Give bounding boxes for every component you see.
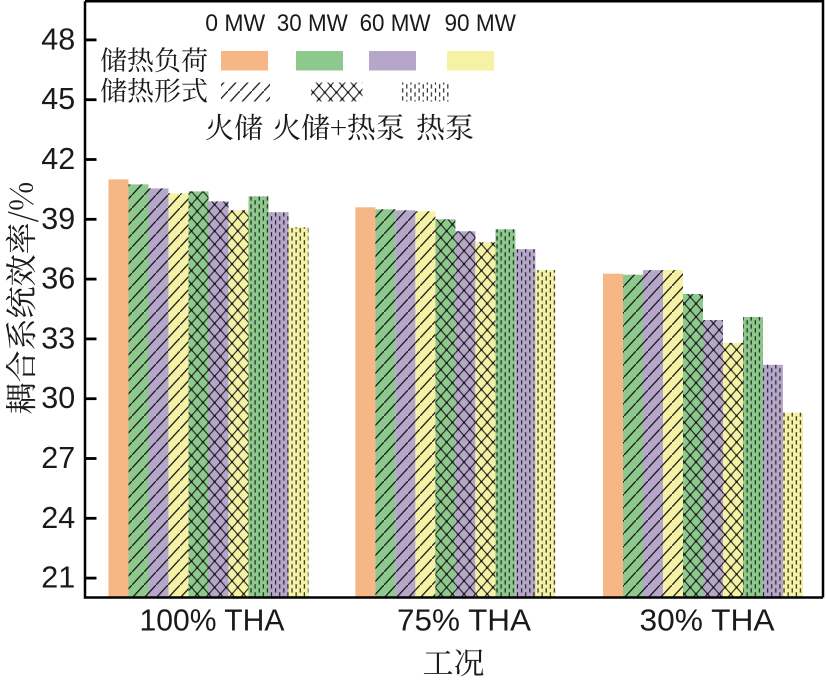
svg-text:100% THA: 100% THA bbox=[140, 603, 285, 638]
svg-text:21: 21 bbox=[41, 561, 75, 595]
svg-text:33: 33 bbox=[41, 321, 75, 355]
svg-text:30: 30 bbox=[41, 381, 75, 415]
svg-text:39: 39 bbox=[41, 202, 75, 236]
svg-text:75% THA: 75% THA bbox=[397, 603, 531, 638]
svg-text:90 MW: 90 MW bbox=[444, 10, 516, 37]
svg-text:24: 24 bbox=[41, 501, 75, 535]
svg-text:30% THA: 30% THA bbox=[640, 603, 775, 638]
svg-text:42: 42 bbox=[41, 142, 75, 176]
svg-text:36: 36 bbox=[41, 262, 75, 296]
svg-text:30 MW: 30 MW bbox=[277, 10, 349, 37]
svg-text:45: 45 bbox=[41, 82, 75, 116]
svg-text:48: 48 bbox=[41, 22, 75, 56]
svg-text:27: 27 bbox=[41, 441, 75, 475]
svg-text:60 MW: 60 MW bbox=[360, 10, 432, 37]
svg-text:0 MW: 0 MW bbox=[205, 10, 266, 37]
